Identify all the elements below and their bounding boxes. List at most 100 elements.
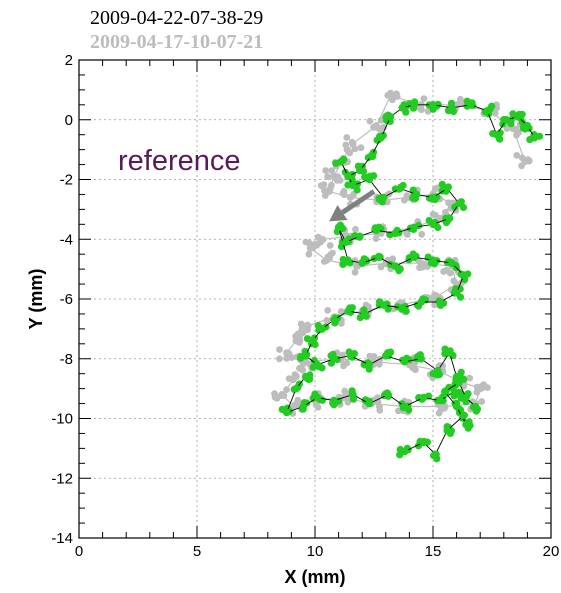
reference-point [346, 193, 354, 201]
reference-point [374, 394, 381, 402]
current-point [436, 298, 444, 306]
reference-point [278, 391, 286, 399]
y-axis-label: Y (mm) [26, 269, 46, 330]
reference-point [314, 240, 322, 248]
current-point [391, 262, 400, 270]
reference-point [418, 230, 426, 238]
current-point [410, 253, 418, 261]
reference-point [513, 152, 521, 159]
current-point [313, 393, 322, 402]
current-point [419, 393, 428, 402]
current-point [344, 172, 352, 181]
current-point [462, 420, 470, 429]
current-point [356, 232, 364, 241]
reference-point [326, 242, 334, 249]
current-point [443, 426, 452, 435]
current-point [502, 116, 511, 124]
y-tick-label: -2 [60, 172, 73, 189]
reference-point [352, 225, 359, 233]
current-point [292, 384, 300, 393]
current-point [455, 199, 463, 208]
current-point [360, 310, 369, 318]
reference-point [271, 394, 279, 401]
reference-point [372, 122, 380, 130]
chart-subtitle: 2009-04-17-10-07-21 [90, 31, 263, 53]
current-point [382, 352, 390, 360]
y-tick-label: 2 [65, 52, 73, 69]
reference-point [337, 308, 345, 315]
current-point [410, 223, 418, 232]
current-point [301, 372, 310, 381]
current-point [523, 121, 532, 130]
current-point [330, 355, 338, 363]
reference-point [323, 256, 331, 264]
reference-point [420, 95, 428, 102]
current-point [530, 133, 539, 142]
tick-labels: 0 5 10 15 20 -14 -12 -10 -8 -6 -4 -2 0 2 [51, 52, 559, 560]
current-point [374, 253, 383, 261]
reference-point [283, 354, 290, 362]
reference-point [503, 125, 511, 132]
annotation-label: reference [118, 145, 241, 177]
reference-point [283, 349, 291, 357]
current-point [429, 256, 437, 265]
current-point [386, 113, 395, 121]
annotation-arrow-shaft [341, 189, 376, 215]
reference-point [466, 374, 474, 382]
reference-point [292, 337, 300, 345]
current-series [396, 375, 482, 463]
current-point [349, 390, 357, 399]
current-point [396, 184, 404, 193]
reference-point [304, 322, 312, 330]
reference-point [357, 144, 365, 152]
current-point [356, 166, 364, 175]
reference-point [349, 140, 357, 148]
current-point [318, 325, 326, 333]
current-point [433, 366, 442, 375]
x-tick-label: 0 [75, 543, 83, 560]
current-point [514, 113, 522, 121]
current-point [467, 101, 475, 109]
reference-point [330, 172, 338, 181]
reference-point [370, 353, 378, 360]
reference-point [491, 109, 499, 117]
reference-point [297, 320, 305, 328]
annotation-arrow-head [329, 204, 348, 222]
y-tick-label: -8 [60, 351, 73, 368]
x-tick-label: 10 [307, 543, 324, 560]
current-point [443, 184, 452, 193]
reference-point [341, 387, 349, 395]
current-point [379, 301, 388, 309]
current-point [339, 260, 347, 268]
reference-point [443, 267, 450, 274]
current-point [483, 107, 492, 115]
current-point [400, 357, 409, 366]
y-tick-label: -4 [60, 231, 73, 248]
current-point [459, 271, 468, 279]
current-point [436, 396, 444, 405]
reference-point [476, 385, 484, 393]
current-point [445, 349, 454, 357]
reference-point [322, 167, 330, 174]
current-point [459, 411, 468, 420]
current-point [330, 396, 338, 405]
current-point [438, 180, 446, 188]
y-tick-label: 0 [65, 112, 73, 129]
y-tick-label: -12 [51, 470, 73, 487]
reference-point [292, 373, 300, 381]
reference-point [305, 250, 313, 258]
reference-point [306, 244, 314, 252]
reference-point [457, 95, 464, 103]
current-point [301, 352, 310, 360]
reference-point [386, 92, 395, 100]
x-tick-label: 20 [543, 543, 560, 560]
current-point [384, 390, 393, 399]
reference-point [343, 134, 351, 141]
reference-point [478, 398, 486, 405]
current-point [448, 259, 456, 268]
current-point [377, 133, 385, 142]
current-point [341, 238, 350, 246]
current-point [365, 399, 374, 408]
current-series [278, 97, 544, 417]
